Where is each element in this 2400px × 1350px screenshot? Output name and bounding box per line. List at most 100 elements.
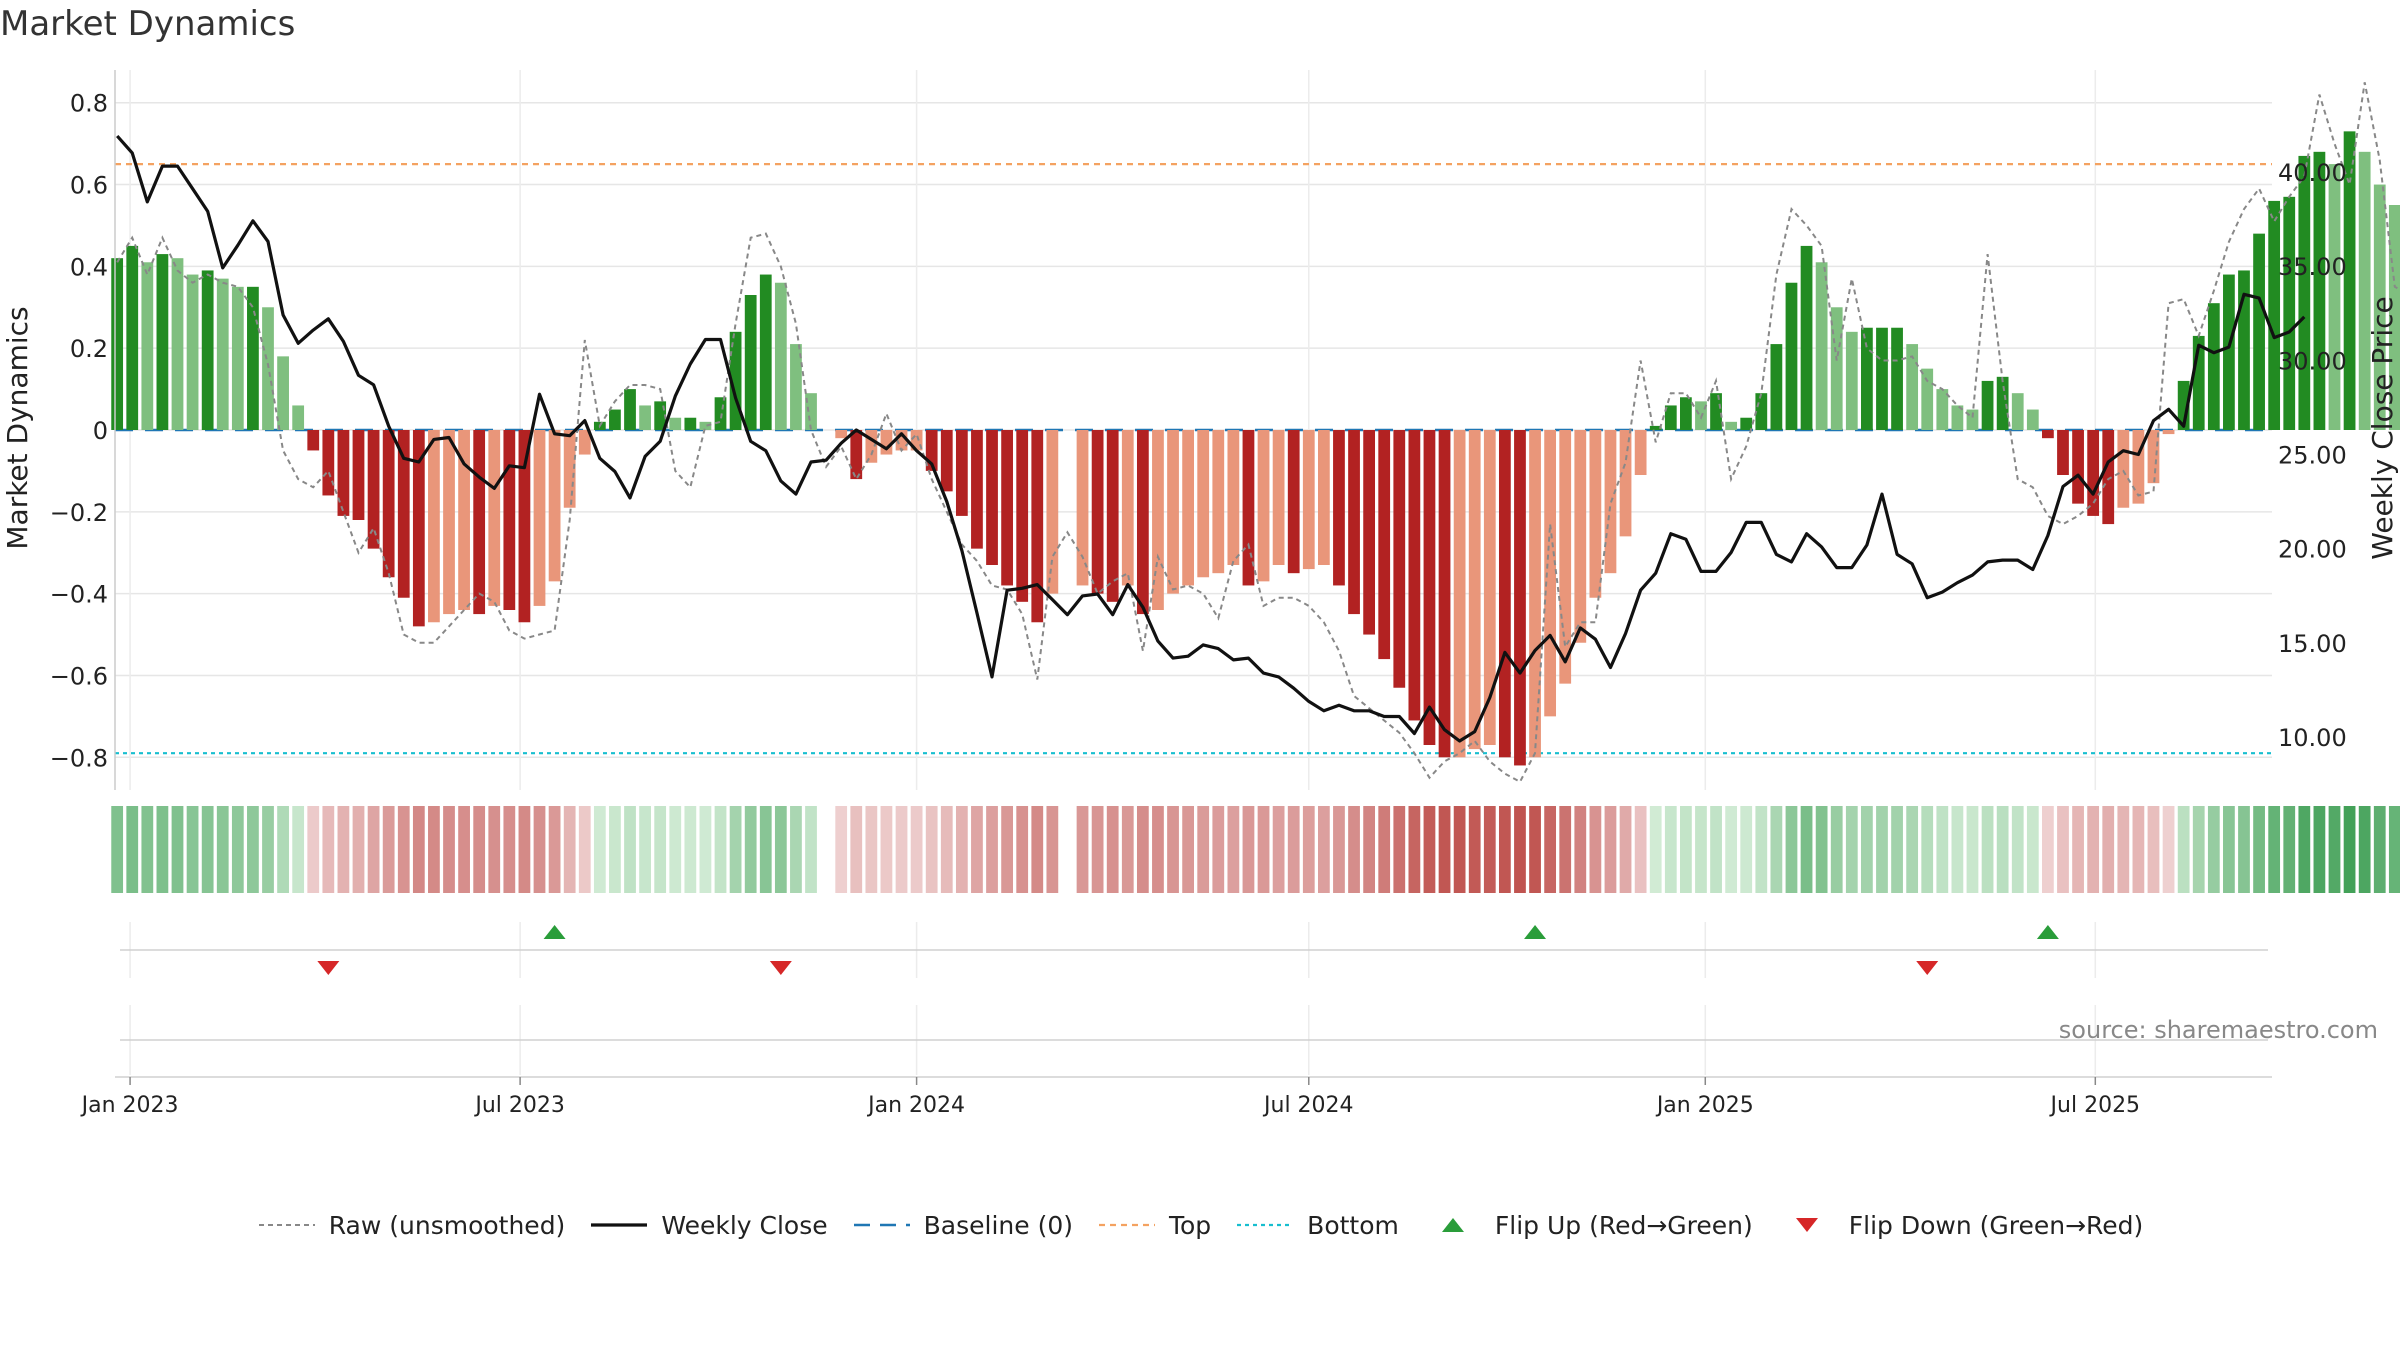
state-cell <box>1634 806 1647 893</box>
flip-markers-panel <box>120 922 2268 978</box>
state-cell <box>1695 806 1707 893</box>
state-cell <box>186 806 199 893</box>
dynamics-bar <box>1876 327 1888 430</box>
dynamics-bar <box>910 430 923 451</box>
dynamics-bar <box>1966 409 1979 430</box>
state-cell <box>971 806 983 893</box>
dynamics-bar <box>1770 344 1783 430</box>
dynamics-bar <box>216 278 229 430</box>
state-cell <box>1966 806 1979 893</box>
state-cell <box>2132 806 2145 893</box>
dynamics-bar <box>790 344 802 430</box>
dynamics-bar <box>654 401 667 430</box>
state-cell <box>2343 806 2356 893</box>
dynamics-bar <box>1483 430 1496 745</box>
y-tick-label: 0.6 <box>70 172 108 200</box>
state-cell <box>1001 806 1013 893</box>
dynamics-bar <box>2343 131 2356 431</box>
state-cell <box>578 806 591 893</box>
dynamics-bar <box>1167 430 1179 594</box>
legend-key-bottom <box>1235 1210 1295 1240</box>
flip-up-marker <box>543 925 566 939</box>
dynamics-bar <box>744 295 757 430</box>
dynamics-bar <box>714 397 727 430</box>
state-cell <box>744 806 757 893</box>
dynamics-bar <box>1574 430 1587 643</box>
state-cell <box>865 806 878 893</box>
state-cell <box>2283 806 2296 893</box>
state-cell <box>382 806 395 893</box>
state-cell <box>1770 806 1783 893</box>
state-cell <box>654 806 667 893</box>
state-cell <box>1800 806 1813 893</box>
state-cell <box>639 806 651 893</box>
legend-item-flip-down: Flip Down (Green→Red) <box>1777 1210 2143 1240</box>
dynamics-bar <box>2223 274 2235 430</box>
state-cell <box>624 806 636 893</box>
state-cell <box>1725 806 1738 893</box>
dynamics-bar <box>322 430 335 496</box>
state-cell <box>1981 806 1994 893</box>
y-tick-label: 0.4 <box>70 253 108 281</box>
state-cell <box>1830 806 1843 893</box>
dynamics-bar <box>518 430 531 623</box>
legend-key-flip-down <box>1777 1210 1837 1240</box>
dynamics-bar <box>578 430 591 455</box>
state-cell <box>2011 806 2024 893</box>
legend-key-top <box>1097 1210 1157 1240</box>
legend-item-flip-up: Flip Up (Red→Green) <box>1423 1210 1753 1240</box>
state-cell <box>1891 806 1903 893</box>
state-cell <box>1921 806 1934 893</box>
dynamics-bar <box>156 254 169 430</box>
dynamics-bar <box>1408 430 1421 721</box>
dynamics-bar <box>850 430 863 480</box>
state-cell <box>1393 806 1406 893</box>
chart-title: Market Dynamics <box>0 4 296 44</box>
dynamics-bar <box>2298 155 2311 430</box>
dynamics-bar <box>805 393 817 430</box>
dynamics-bar <box>1664 405 1677 430</box>
dynamics-bar <box>412 430 425 627</box>
state-cell <box>171 806 184 893</box>
dynamics-bar <box>1001 430 1013 586</box>
dynamics-bar <box>2057 430 2069 475</box>
source-label: source: sharemaestro.com <box>2059 1016 2378 1044</box>
state-cell <box>1272 806 1285 893</box>
state-cell <box>292 806 305 893</box>
state-cell <box>2102 806 2115 893</box>
series-lines <box>116 82 2400 784</box>
state-cell <box>2223 806 2235 893</box>
dynamics-bar <box>895 430 908 451</box>
state-cell <box>2177 806 2190 893</box>
dynamics-bar <box>1815 262 1828 430</box>
x-tick-label: Jan 2024 <box>866 1093 965 1118</box>
dynamics-bar <box>880 430 893 455</box>
state-cell <box>1302 806 1315 893</box>
state-cell <box>1317 806 1330 893</box>
y-tick-label: −0.4 <box>50 581 108 609</box>
state-cell <box>397 806 410 893</box>
y-right-tick-label: 10.00 <box>2278 724 2347 752</box>
dynamics-bar <box>1634 430 1647 475</box>
dynamics-bar <box>1257 430 1270 582</box>
right-axis: 10.00 15.00 20.00 25.00 30.00 35.00 40.00 <box>2278 159 2347 752</box>
y-axis-title: Market Dynamics <box>1 306 34 549</box>
dynamics-bar <box>925 430 938 471</box>
dynamics-bar <box>971 430 983 549</box>
state-cell <box>850 806 863 893</box>
dynamics-bar <box>1302 430 1315 570</box>
raw-line <box>116 82 2400 784</box>
state-cell <box>1649 806 1662 893</box>
state-cell <box>1348 806 1360 893</box>
dynamics-bar <box>1589 430 1602 598</box>
dynamics-bar <box>1287 430 1300 574</box>
state-cell <box>835 806 848 893</box>
state-cell <box>352 806 365 893</box>
dynamics-bar <box>2026 409 2039 430</box>
dynamics-bar <box>1046 430 1059 594</box>
dynamics-bar <box>2011 393 2024 430</box>
y-tick-label: 0.8 <box>70 90 108 118</box>
dynamics-bar <box>171 258 184 430</box>
state-cell <box>1815 806 1828 893</box>
